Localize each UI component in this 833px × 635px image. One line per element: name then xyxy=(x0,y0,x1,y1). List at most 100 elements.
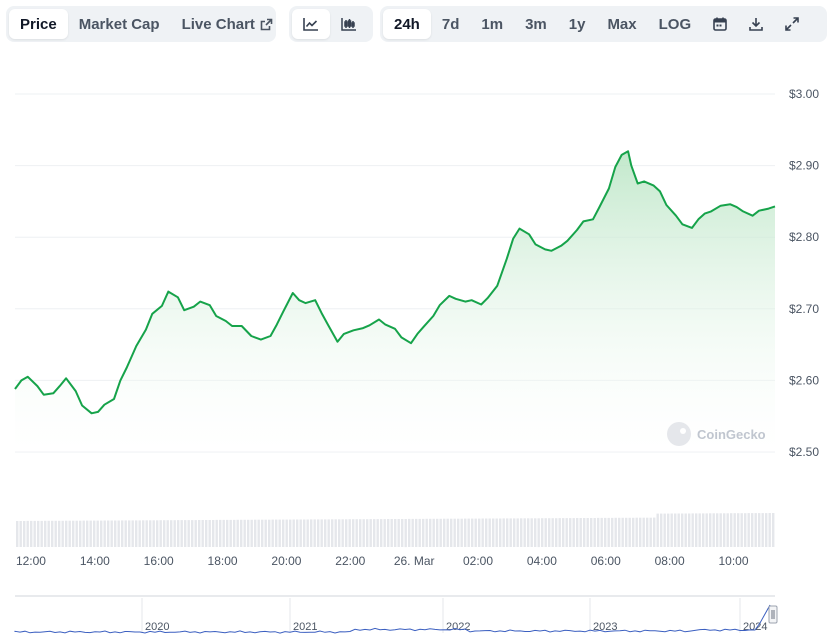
volume-bar xyxy=(226,519,229,547)
volume-bar xyxy=(170,520,173,547)
volume-bar xyxy=(327,519,330,547)
volume-bar xyxy=(229,519,232,547)
volume-bar xyxy=(180,520,183,547)
range-max-button[interactable]: Max xyxy=(607,15,637,33)
volume-bar xyxy=(604,517,607,547)
volume-bar xyxy=(303,519,306,547)
volume-bar xyxy=(761,513,764,547)
volume-bar xyxy=(212,520,215,547)
volume-bar xyxy=(320,519,323,547)
candlestick-chart-button[interactable] xyxy=(330,9,368,39)
range-1y-button[interactable]: 1y xyxy=(568,15,586,33)
volume-bar xyxy=(184,520,187,547)
volume-bar xyxy=(268,519,271,547)
volume-bar xyxy=(597,517,600,547)
volume-bar xyxy=(450,518,453,547)
tab-live-chart[interactable]: Live Chart xyxy=(171,9,284,39)
range-1m-button[interactable]: 1m xyxy=(481,15,504,33)
price-line xyxy=(14,150,776,415)
volume-bar xyxy=(541,518,544,547)
range-navigator[interactable]: 2020 2021 2022 2023 2024 xyxy=(14,595,778,634)
range-3m-button[interactable]: 3m xyxy=(525,15,547,33)
volume-bar xyxy=(72,520,75,547)
volume-bar xyxy=(30,520,33,547)
volume-bar xyxy=(663,513,666,547)
volume-bar xyxy=(579,518,582,547)
tab-market-cap[interactable]: Market Cap xyxy=(78,15,160,33)
volume-bar xyxy=(747,513,750,547)
volume-bar xyxy=(548,518,551,547)
volume-bar xyxy=(446,518,449,547)
volume-bar xyxy=(453,518,456,547)
volume-bar xyxy=(429,518,432,547)
volume-bar xyxy=(688,513,691,547)
volume-bar xyxy=(464,518,467,547)
volume-bar xyxy=(341,519,344,547)
volume-bar xyxy=(457,518,460,547)
volume-bar xyxy=(376,519,379,547)
tab-price[interactable]: Price xyxy=(9,9,68,39)
volume-bar xyxy=(425,518,428,547)
volume-bar xyxy=(768,513,771,547)
y-tick-label: $2.90 xyxy=(789,159,819,173)
y-tick-label: $2.50 xyxy=(789,445,819,459)
volume-bar xyxy=(709,513,712,547)
volume-bar xyxy=(758,513,761,547)
volume-bar xyxy=(516,518,519,547)
volume-bar xyxy=(324,519,327,547)
watermark-text: CoinGecko xyxy=(697,427,766,442)
volume-bar xyxy=(495,518,498,547)
volume-bar xyxy=(492,518,495,547)
line-chart-button[interactable] xyxy=(292,9,330,39)
volume-bar xyxy=(159,520,162,547)
volume-bar xyxy=(639,517,642,547)
volume-bar xyxy=(380,519,383,547)
price-area xyxy=(15,151,775,453)
volume-bar xyxy=(261,519,264,547)
volume-bar xyxy=(131,520,134,547)
navigator-series: 2020 2021 2022 2023 2024 xyxy=(14,598,771,634)
volume-bar xyxy=(646,517,649,547)
volume-bar xyxy=(684,513,687,547)
volume-bar xyxy=(481,518,484,547)
download-button[interactable] xyxy=(738,9,774,39)
volume-bar xyxy=(58,520,61,547)
volume-bar xyxy=(513,518,516,547)
price-chart[interactable]: $3.00 $2.90 $2.80 $2.70 $2.60 $2.50 12:00 14:0… xyxy=(0,48,833,635)
volume-bar xyxy=(698,513,701,547)
volume-bar xyxy=(576,518,579,547)
volume-bar xyxy=(222,519,225,547)
volume-bar xyxy=(366,519,369,547)
volume-bar xyxy=(411,518,414,547)
navigator-year-label: 2024 xyxy=(743,621,767,633)
volume-bar xyxy=(117,520,120,547)
volume-bar xyxy=(499,518,502,547)
volume-bar xyxy=(299,519,302,547)
range-24h-button[interactable]: 24h xyxy=(383,9,431,39)
volume-bar xyxy=(247,519,250,547)
x-tick-label: 22:00 xyxy=(335,554,365,568)
volume-bar xyxy=(660,513,663,547)
volume-bar xyxy=(233,519,236,547)
fullscreen-button[interactable] xyxy=(774,9,810,39)
volume-bar xyxy=(65,520,68,547)
tab-live-chart-label: Live Chart xyxy=(181,15,255,33)
volume-bar xyxy=(345,519,348,547)
volume-bar xyxy=(149,520,152,547)
volume-bar xyxy=(275,519,278,547)
volume-bar xyxy=(152,520,155,547)
volume-bar xyxy=(716,513,719,547)
volume-bar xyxy=(124,520,127,547)
volume-bar xyxy=(79,520,82,547)
volume-bar xyxy=(135,520,138,547)
view-tabs: Price Market Cap Live Chart xyxy=(6,6,276,42)
calendar-button[interactable] xyxy=(702,9,738,39)
volume-bar xyxy=(621,517,624,547)
navigator-year-label: 2023 xyxy=(593,621,617,633)
volume-bar xyxy=(107,520,110,547)
volume-bar xyxy=(408,518,411,547)
navigator-year-label: 2022 xyxy=(446,621,470,633)
log-scale-button[interactable]: LOG xyxy=(658,15,692,33)
navigator-handle[interactable] xyxy=(768,605,778,624)
range-7d-button[interactable]: 7d xyxy=(441,15,460,33)
